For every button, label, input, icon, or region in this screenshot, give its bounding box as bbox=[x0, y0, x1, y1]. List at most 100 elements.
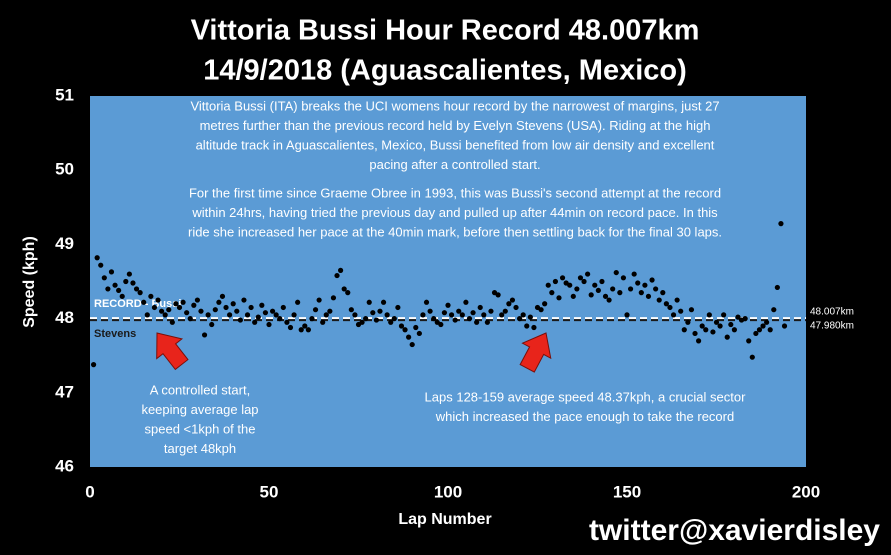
chart-title: Vittoria Bussi Hour Record 48.007km bbox=[191, 15, 700, 47]
data-point bbox=[295, 299, 301, 305]
data-point bbox=[98, 262, 104, 268]
data-point bbox=[742, 316, 748, 322]
y-tick-label: 47 bbox=[55, 382, 74, 401]
data-point bbox=[466, 316, 473, 322]
data-point bbox=[574, 286, 580, 292]
data-point bbox=[266, 321, 272, 328]
data-point bbox=[667, 304, 673, 311]
data-point bbox=[101, 275, 107, 281]
data-point bbox=[663, 301, 669, 307]
data-point bbox=[370, 310, 376, 316]
data-point bbox=[595, 287, 601, 294]
data-point bbox=[771, 307, 777, 313]
data-point bbox=[327, 308, 333, 314]
data-point bbox=[567, 282, 573, 288]
plot-area bbox=[90, 96, 806, 467]
data-point bbox=[241, 297, 247, 303]
data-point bbox=[323, 312, 329, 318]
data-point bbox=[767, 327, 773, 333]
data-point bbox=[710, 329, 716, 335]
data-point bbox=[259, 302, 265, 308]
data-point bbox=[545, 282, 551, 288]
arrows bbox=[156, 332, 552, 373]
data-point bbox=[148, 293, 154, 299]
data-point bbox=[184, 310, 190, 316]
annotation: altitude track in Aguascalientes, Mexico… bbox=[196, 137, 715, 152]
data-point bbox=[474, 319, 480, 325]
data-point bbox=[133, 286, 140, 292]
data-point bbox=[577, 275, 584, 281]
data-point bbox=[90, 362, 97, 368]
data-point bbox=[735, 314, 741, 320]
y-axis-label: Speed (kph) bbox=[21, 236, 38, 328]
data-point bbox=[592, 282, 598, 288]
x-tick-label: 50 bbox=[260, 482, 279, 501]
data-point bbox=[627, 286, 634, 292]
y-tick-label: 49 bbox=[55, 234, 74, 253]
data-point bbox=[363, 316, 369, 322]
data-point bbox=[280, 304, 286, 311]
data-point bbox=[348, 307, 354, 313]
data-point bbox=[180, 299, 186, 305]
data-point bbox=[244, 312, 251, 318]
data-point bbox=[724, 334, 730, 340]
annotation: For the first time since Graeme Obree in… bbox=[189, 185, 721, 200]
data-point bbox=[585, 271, 591, 277]
data-point bbox=[312, 307, 319, 313]
data-point bbox=[692, 330, 698, 337]
data-point bbox=[398, 323, 405, 329]
data-point bbox=[685, 319, 691, 325]
data-point bbox=[194, 297, 200, 303]
data-point bbox=[484, 319, 490, 325]
data-point bbox=[624, 312, 630, 318]
data-point bbox=[316, 297, 322, 303]
data-point bbox=[373, 317, 379, 323]
annotation: Laps 128-159 average speed 48.37kph, a c… bbox=[425, 389, 747, 404]
data-point bbox=[721, 312, 727, 318]
data-point bbox=[384, 312, 390, 318]
data-point bbox=[481, 312, 487, 318]
data-point bbox=[509, 297, 516, 303]
data-point bbox=[506, 301, 512, 307]
arrow bbox=[519, 332, 552, 373]
data-point bbox=[517, 316, 523, 322]
data-point bbox=[395, 304, 401, 311]
data-point bbox=[706, 312, 712, 318]
data-point bbox=[377, 308, 383, 314]
data-point bbox=[302, 323, 308, 329]
data-point bbox=[656, 297, 662, 303]
data-point bbox=[269, 308, 276, 314]
data-point bbox=[606, 297, 612, 303]
data-point bbox=[187, 316, 193, 322]
data-point bbox=[438, 321, 444, 328]
data-point bbox=[287, 324, 294, 331]
data-point bbox=[284, 319, 290, 325]
data-point bbox=[688, 307, 695, 313]
data-point bbox=[674, 297, 680, 303]
data-point bbox=[638, 290, 644, 296]
data-point bbox=[273, 312, 279, 318]
annotation: pacing after a controlled start. bbox=[369, 157, 540, 172]
data-point bbox=[366, 299, 372, 305]
data-point bbox=[599, 278, 605, 285]
data-point bbox=[613, 269, 619, 276]
data-point bbox=[470, 310, 476, 316]
data-point bbox=[678, 308, 684, 314]
data-point bbox=[746, 338, 752, 344]
data-point bbox=[588, 292, 594, 298]
data-point bbox=[488, 308, 494, 314]
data-point bbox=[610, 286, 616, 292]
annotation: which increased the pace enough to take … bbox=[435, 409, 734, 424]
data-point bbox=[620, 275, 627, 281]
arrow bbox=[156, 332, 189, 371]
data-point bbox=[681, 327, 687, 333]
data-point bbox=[413, 324, 419, 331]
data-point bbox=[409, 341, 415, 348]
data-point bbox=[649, 277, 655, 283]
data-point bbox=[209, 321, 215, 328]
data-point bbox=[635, 280, 641, 286]
data-point bbox=[162, 312, 168, 318]
data-point bbox=[112, 282, 118, 288]
credit: twitter@xavierdisley bbox=[589, 514, 880, 547]
data-point bbox=[581, 278, 587, 285]
